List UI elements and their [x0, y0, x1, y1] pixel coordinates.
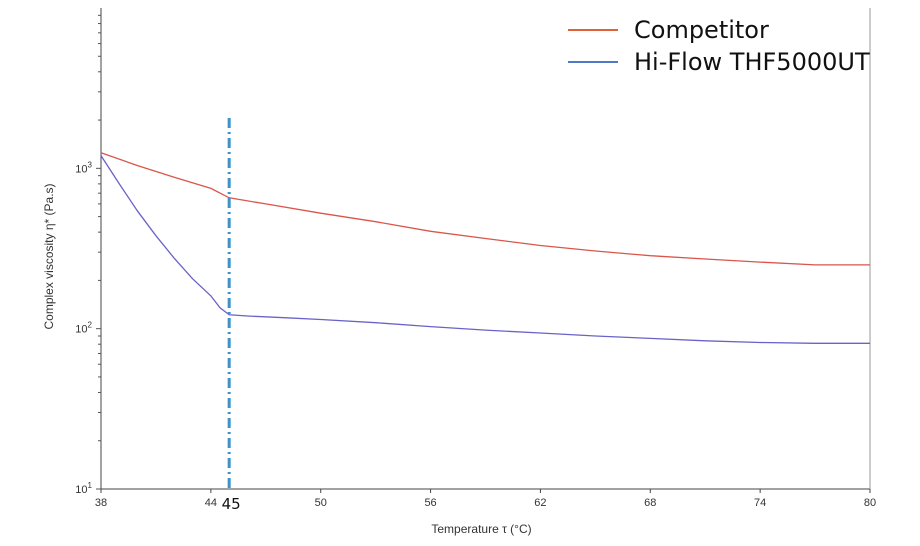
series-line-competitor [100, 152, 870, 266]
legend-label-competitor: Competitor [634, 16, 769, 44]
y-axis-title: Complex viscosity η* (Pa.s) [42, 183, 56, 329]
x-tick-label: 38 [95, 497, 107, 509]
x-tick-label: 44 [205, 497, 217, 509]
annotation-label-45: 45 [222, 495, 241, 513]
legend: Competitor Hi-Flow THF5000UT [568, 14, 898, 78]
legend-label-hiflow: Hi-Flow THF5000UT [634, 48, 870, 76]
series-line-hiflow [100, 155, 870, 344]
y-tick-label: 101 [75, 481, 92, 496]
x-axis-title: Temperature τ (°C) [431, 522, 531, 536]
x-tick-label: 68 [644, 497, 656, 509]
legend-swatch-hiflow [568, 61, 618, 63]
legend-item-competitor: Competitor [568, 14, 898, 46]
x-tick-label: 50 [315, 497, 327, 509]
legend-item-hiflow: Hi-Flow THF5000UT [568, 46, 898, 78]
x-tick-label: 80 [864, 497, 876, 509]
x-tick-label: 62 [534, 497, 546, 509]
x-tick-label: 56 [424, 497, 436, 509]
y-tick-label: 103 [75, 160, 92, 175]
y-tick-label: 102 [75, 321, 92, 336]
x-tick-label: 74 [754, 497, 766, 509]
legend-swatch-competitor [568, 29, 618, 31]
